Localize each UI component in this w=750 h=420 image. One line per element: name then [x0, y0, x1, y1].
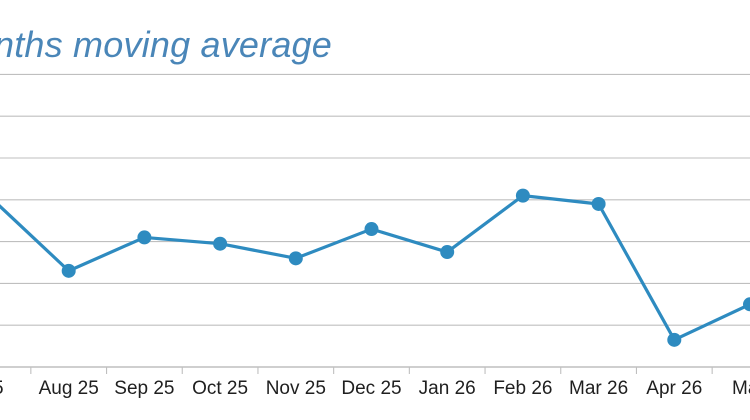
series-line-group	[0, 194, 750, 342]
x-tick-label: Dec 25	[341, 378, 401, 399]
x-tick-label: Nov 25	[266, 378, 326, 399]
x-tick-label: Jan 26	[419, 378, 476, 399]
x-tick-label: Aug 25	[39, 378, 99, 399]
data-point	[288, 251, 303, 266]
data-point	[591, 196, 606, 211]
data-point	[743, 297, 750, 312]
data-points-group	[61, 188, 750, 347]
x-tick-label: Feb 26	[493, 378, 552, 399]
data-point	[515, 188, 530, 203]
gridlines	[0, 73, 750, 374]
data-point	[667, 332, 682, 347]
data-point	[440, 245, 455, 260]
x-tick-label: Oct 25	[192, 378, 248, 399]
data-point	[213, 236, 228, 251]
data-point	[364, 222, 379, 237]
data-point	[61, 263, 76, 278]
x-tick-label: May	[732, 378, 750, 399]
x-axis-tick-labels: 25 Aug 25 Sep 25 Oct 25 Nov 25 Dec 25 Jan 26 Fe…	[0, 378, 750, 399]
x-tick-label: 25	[0, 378, 4, 399]
chart-title: nths moving average	[0, 24, 332, 65]
x-tick-label: Sep 25	[114, 378, 174, 399]
x-tick-label: Apr 26	[646, 378, 702, 399]
series-line	[0, 194, 750, 342]
x-tick-label: Mar 26	[569, 378, 628, 399]
data-point	[137, 230, 152, 245]
